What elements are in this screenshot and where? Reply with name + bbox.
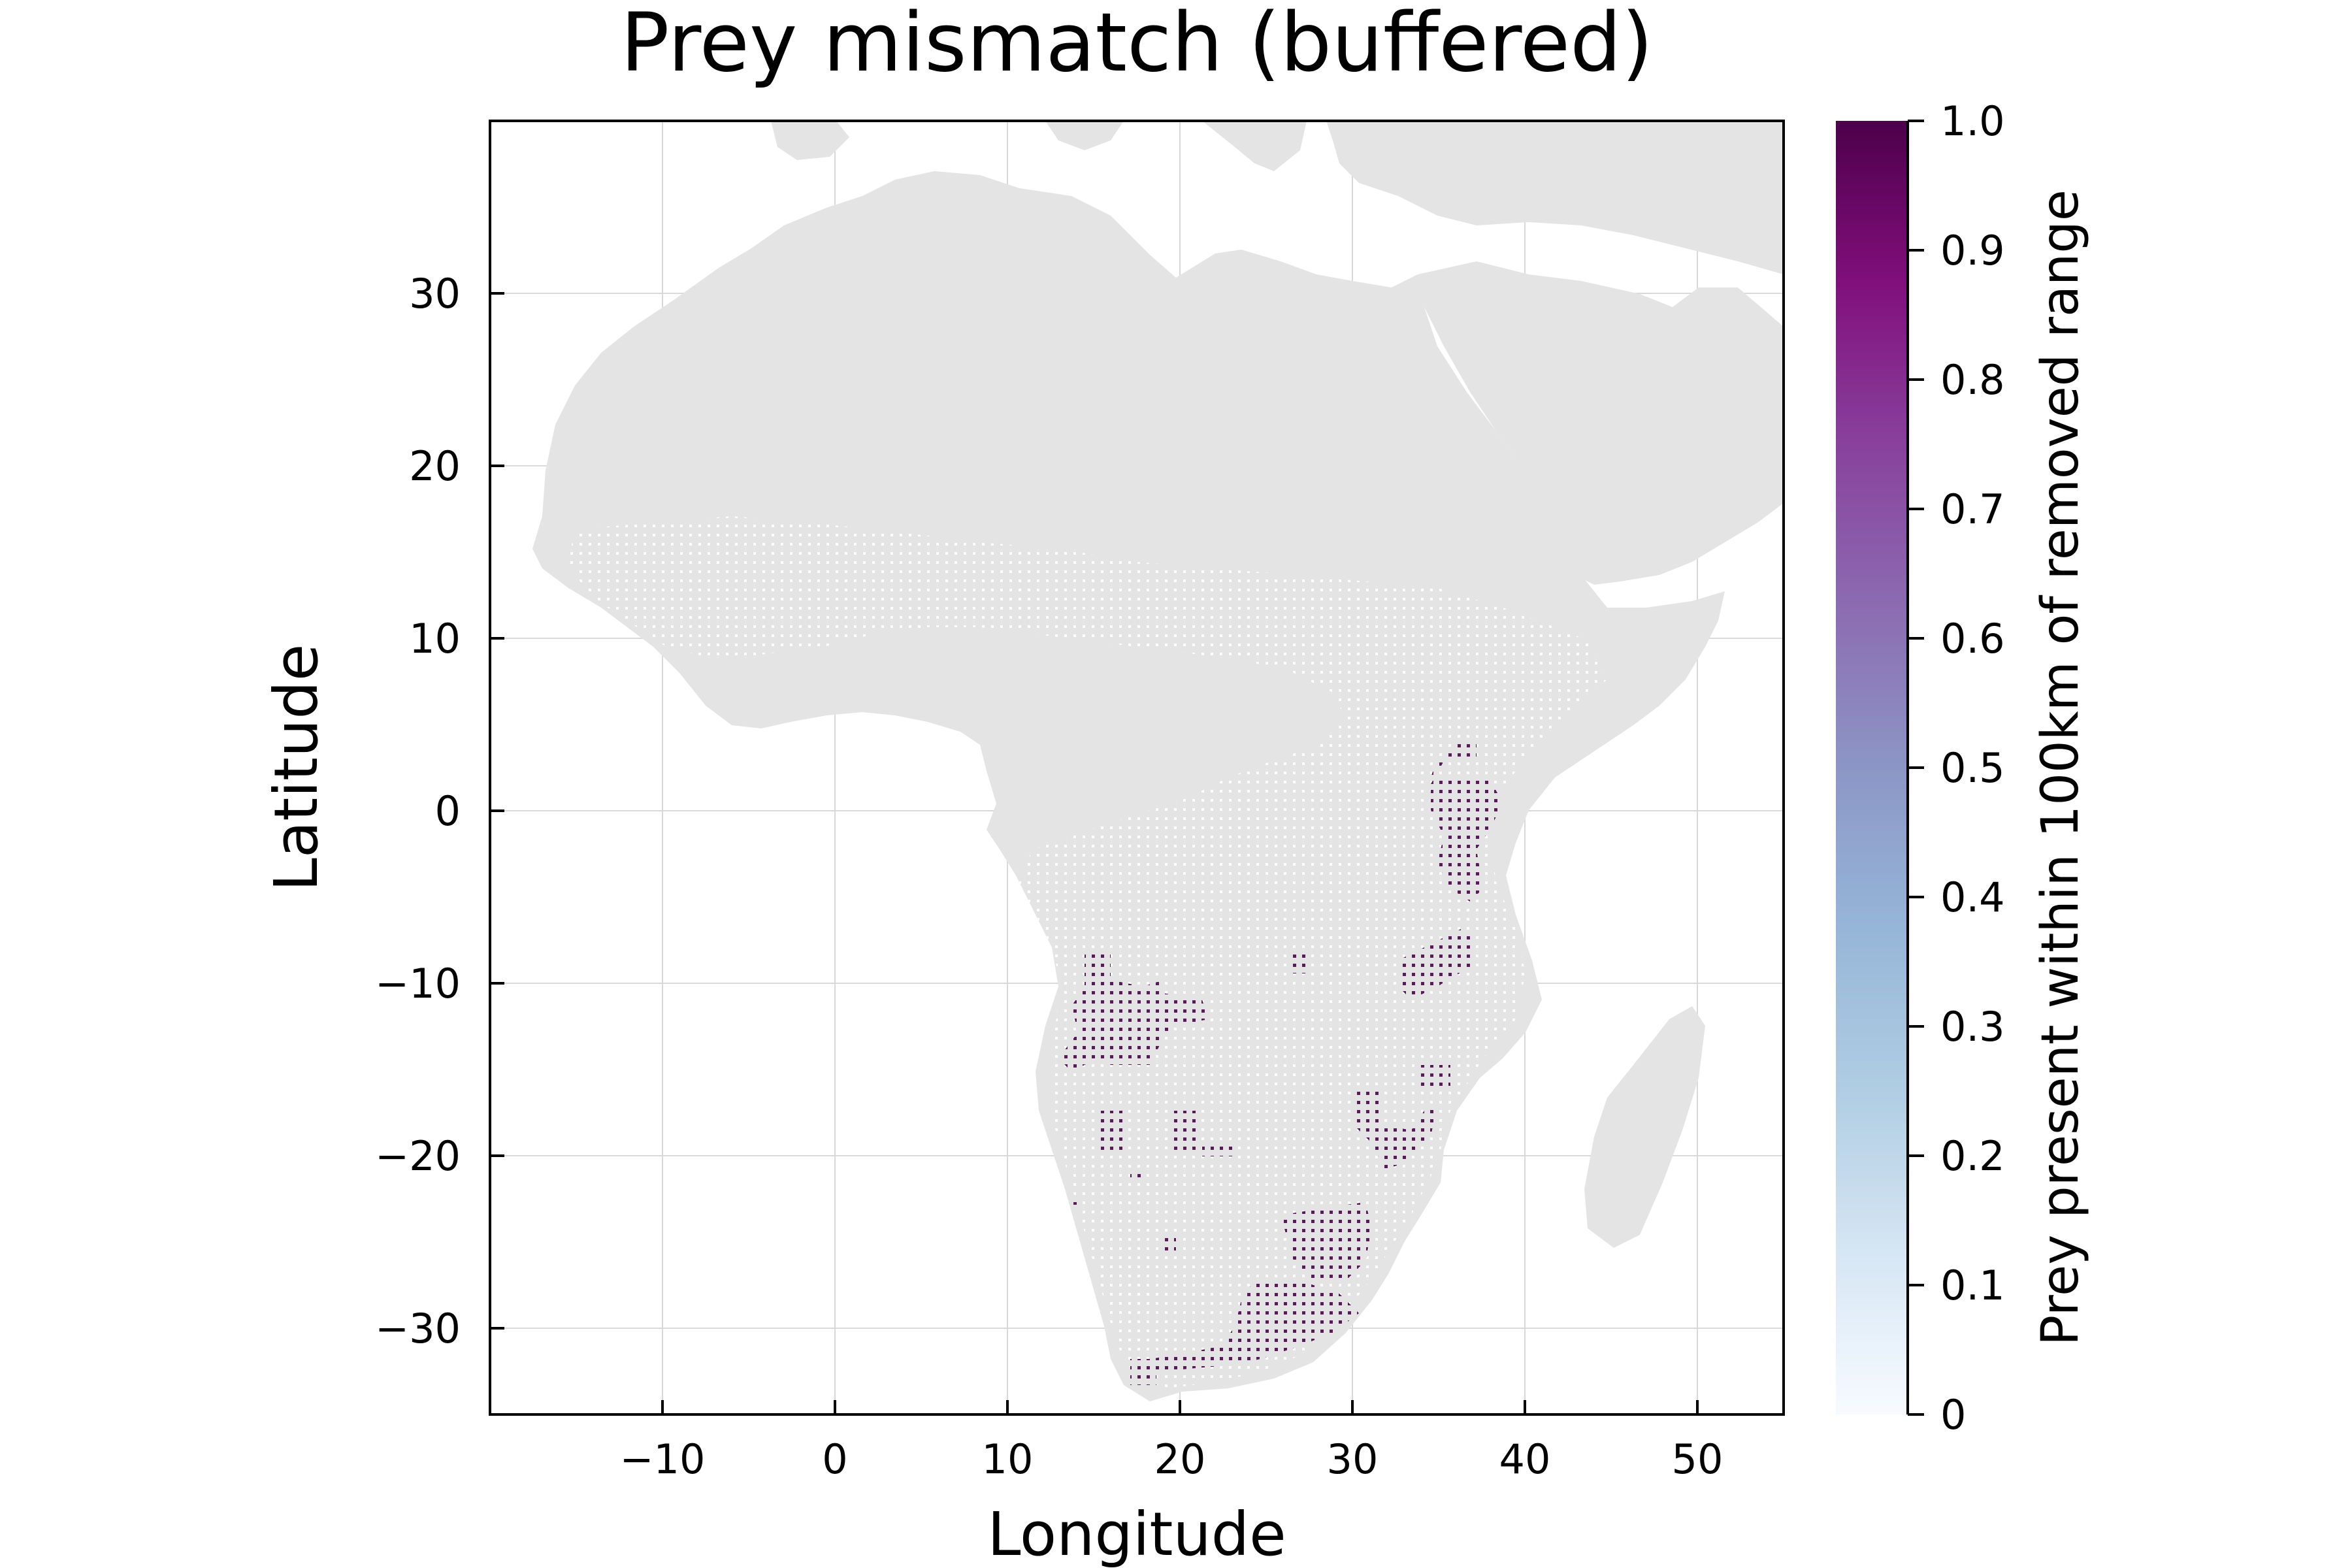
colorbar-tick-label: 0.1 xyxy=(1940,1262,2005,1309)
colorbar: 0 0.1 0.2 0.3 0.4 0.5 0.6 0.7 0.8 0.9 1.0 Prey pre… xyxy=(1836,97,2090,1439)
y-tick-label: 30 xyxy=(409,270,461,318)
colorbar-ticks: 0 0.1 0.2 0.3 0.4 0.5 0.6 0.7 0.8 0.9 1.0 xyxy=(1908,97,2005,1439)
prey-mismatch-cells xyxy=(1058,738,1503,1385)
y-tick-label: 10 xyxy=(409,615,461,662)
plot-area xyxy=(490,121,1784,1414)
madagascar-landmass xyxy=(1584,1006,1705,1248)
x-tick-label: 40 xyxy=(1499,1435,1551,1483)
mismatch-east-africa xyxy=(1431,738,1503,902)
x-tick-label: 0 xyxy=(822,1435,847,1483)
x-tick-label: 30 xyxy=(1327,1435,1379,1483)
colorbar-tick-label: 0 xyxy=(1940,1391,1966,1439)
colorbar-tick-label: 0.6 xyxy=(1940,615,2005,662)
y-tick-label: 0 xyxy=(435,787,461,835)
colorbar-tick-label: 0.2 xyxy=(1940,1132,2005,1180)
mismatch-south-africa-e xyxy=(1150,1281,1359,1372)
y-tick-label: −10 xyxy=(375,960,461,1007)
y-axis-label: Latitude xyxy=(261,644,331,892)
prey-present-cells xyxy=(568,516,1607,1388)
colorbar-tick-label: 1.0 xyxy=(1940,97,2005,145)
europe-coast-landmass xyxy=(771,121,1784,274)
colorbar-tick-label: 0.3 xyxy=(1940,1003,2005,1051)
mismatch-central-namibia xyxy=(1098,1111,1143,1183)
x-tick-label: 50 xyxy=(1672,1435,1723,1483)
mismatch-angola xyxy=(1058,954,1209,1071)
x-tick-label: 10 xyxy=(982,1435,1034,1483)
arabia-landmass xyxy=(1392,261,1784,585)
mismatch-malawi xyxy=(1398,928,1477,1000)
colorbar-tick-label: 0.9 xyxy=(1940,227,2005,274)
colorbar-tick-label: 0.4 xyxy=(1940,874,2005,921)
x-axis-label: Longitude xyxy=(987,1499,1286,1568)
mismatch-zambia-spot xyxy=(1287,954,1307,973)
colorbar-tick-label: 0.7 xyxy=(1940,485,2005,533)
present-cells-sahel xyxy=(568,516,1607,1388)
colorbar-tick-label: 0.8 xyxy=(1940,356,2005,404)
colorbar-gradient xyxy=(1836,121,1908,1414)
colorbar-tick-label: 0.5 xyxy=(1940,744,2005,792)
y-tick-label: 20 xyxy=(409,442,461,490)
mismatch-botswana xyxy=(1169,1111,1235,1156)
y-axis-ticks: 30 20 10 0 −10 −20 −30 xyxy=(375,270,504,1352)
mismatch-south-africa-ne xyxy=(1281,1202,1372,1281)
chart-title: Prey mismatch (buffered) xyxy=(621,0,1653,90)
y-tick-label: −30 xyxy=(375,1305,461,1352)
x-tick-label: 20 xyxy=(1154,1435,1206,1483)
mismatch-zimbabwe xyxy=(1352,1065,1450,1169)
x-axis-ticks: −10 0 10 20 30 40 50 xyxy=(620,1400,1723,1483)
colorbar-label: Prey present within 100km of removed ran… xyxy=(2031,189,2090,1346)
x-tick-label: −10 xyxy=(620,1435,706,1483)
y-tick-label: −20 xyxy=(375,1132,461,1180)
plot-frame xyxy=(489,120,1785,1416)
